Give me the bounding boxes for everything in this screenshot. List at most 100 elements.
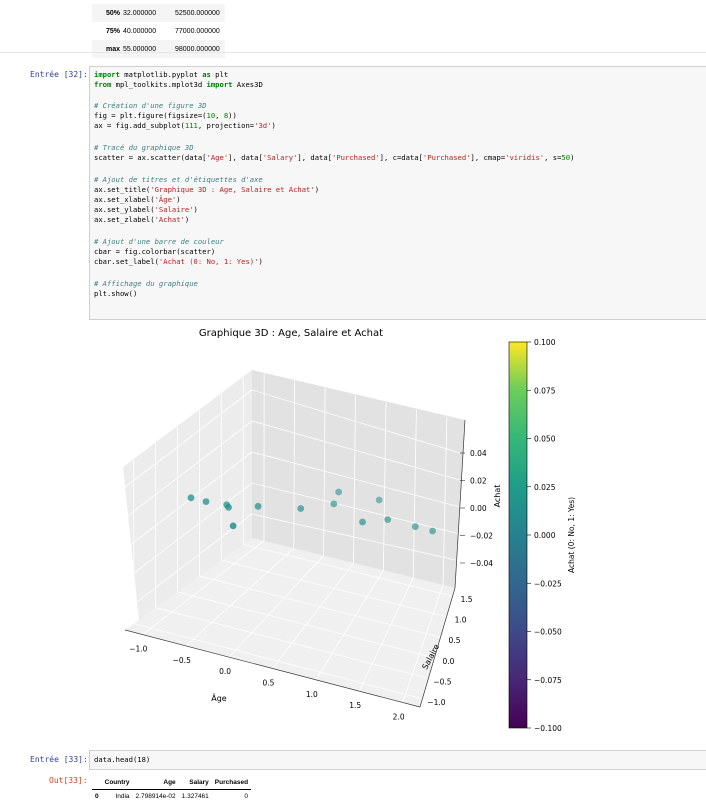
row-label: 75%	[105, 27, 120, 35]
x-tick-label: 2.0	[393, 712, 405, 721]
dataframe-table: Country Age Salary Purchased 0 India 2.7…	[92, 776, 252, 804]
colorbar-tick-label: 0.075	[534, 386, 556, 395]
output-prompt: Out[33]:	[49, 776, 88, 785]
colorbar-label: Achat (0: No, 1: Yes)	[567, 497, 576, 573]
code-line: scatter = ax.scatter(data['Age'], data['…	[94, 153, 575, 162]
describe-table: 50% 32.000000 52500.000000 75% 40.000000…	[92, 4, 225, 58]
grid-line	[251, 389, 461, 454]
scatter-point	[359, 518, 366, 526]
grid-line	[155, 607, 429, 679]
x-ticks: −1.0 −0.5 0.0 0.5 1.0 1.5 2.0	[129, 645, 405, 722]
code-line: plt.show()	[94, 289, 138, 298]
x-tick-label: −1.0	[129, 645, 147, 654]
y-tick-label: 1.5	[461, 595, 473, 604]
scatter-point	[411, 523, 419, 531]
grid-line	[199, 575, 441, 638]
grid-line	[251, 451, 461, 508]
code-comment: # Ajout d'une barre de couleur	[94, 237, 224, 246]
x-axis-line	[124, 629, 421, 708]
z-tick-label: 0.00	[470, 504, 487, 513]
row-index: 0	[95, 793, 99, 800]
code-line: fig = plt.figure(figsize=(10, 8))	[94, 111, 237, 120]
grid-line	[124, 513, 253, 612]
table-row: 75% 40.000000 77000.000000	[92, 22, 225, 40]
scatter-point	[330, 500, 338, 508]
code-line: ax.set_xlabel('Âge')	[94, 195, 181, 204]
input-prompt: Entrée [32]:	[30, 70, 88, 79]
grid-line	[251, 513, 461, 562]
grid-line	[124, 482, 253, 581]
grid-line	[124, 451, 253, 550]
colorbar-tick-label: 0.025	[534, 483, 556, 492]
scatter-point	[375, 496, 383, 504]
code-line: cbar = fig.colorbar(scatter)	[94, 247, 216, 256]
salary-cell: 98000.000000	[175, 40, 225, 58]
grid-line	[243, 543, 453, 597]
age-cell: 32.000000	[123, 4, 175, 22]
chart-output: Graphique 3D : Age, Salaire et Achat −1.…	[90, 322, 706, 732]
column-header: Salary	[178, 776, 212, 790]
code-comment: # Affichage du graphique	[94, 279, 198, 288]
table-header-row: Country Age Salary Purchased	[92, 776, 252, 790]
grid-lines	[124, 372, 461, 703]
x-tick-label: 0.0	[219, 667, 231, 676]
grid-line	[293, 380, 296, 549]
y-tick-label: −1.0	[427, 698, 445, 707]
grid-line	[177, 591, 435, 659]
scatter-point	[202, 498, 210, 506]
scatter-point	[335, 488, 343, 496]
scatter-point	[384, 516, 392, 524]
grid-line	[228, 555, 324, 658]
chart-title: Graphique 3D : Age, Salaire et Achat	[199, 328, 383, 339]
grid-line	[272, 562, 354, 669]
z-ticks: 0.04 0.02 0.00 −0.02 −0.04	[460, 449, 493, 568]
colorbar-tick-label: 0.050	[534, 435, 556, 444]
x-tick-label: 0.5	[263, 679, 275, 688]
colorbar-tick-label: −0.025	[534, 579, 562, 588]
colorbar-ticks: 0.100 0.075 0.050 0.025 0.000 −0.025 −0.050 −0.…	[527, 338, 562, 732]
grid-line	[142, 540, 265, 635]
code-cell-32[interactable]: import matplotlib.pyplot as plt from mpl…	[89, 66, 706, 320]
code-line: ax.set_title('Graphique 3D : Age, Salair…	[94, 185, 320, 194]
y-tick-label: 0.0	[443, 657, 455, 666]
code-cell-33[interactable]: data.head(18)	[89, 750, 706, 770]
code-comment: # Création d'une figure 3D	[94, 101, 207, 110]
grid-line	[315, 570, 384, 681]
grid-line	[251, 420, 461, 481]
scatter-point	[254, 502, 262, 510]
grid-line	[133, 623, 423, 700]
table-row: 0 India 2.798914e-02 1.327461 0	[92, 790, 251, 804]
salary-cell: 1.327461	[181, 793, 209, 800]
grid-line	[402, 584, 444, 703]
colorbar-tick-label: 0.100	[534, 338, 556, 347]
row-label: max	[92, 40, 123, 58]
age-cell: 55.000000	[123, 40, 175, 58]
country-cell: India	[115, 793, 130, 800]
y-ticks: −1.0 −0.5 0.0 0.5 1.0 1.5	[427, 595, 472, 707]
colorbar-tick-label: −0.100	[534, 724, 562, 732]
grid-line	[412, 409, 417, 578]
x-axis-label: Âge	[211, 692, 227, 703]
salary-cell: 77000.000000	[175, 27, 220, 35]
grid-line	[124, 420, 253, 519]
cell-divider	[0, 52, 706, 53]
floor-pane	[125, 538, 455, 707]
x-tick-label: −0.5	[173, 656, 191, 665]
scatter-point	[429, 527, 436, 535]
grid-line	[221, 559, 447, 618]
code-line: cbar.set_label('Achat (0: No, 1: Yes)')	[94, 257, 263, 266]
code-comment: # Tracé du graphique 3D	[94, 143, 194, 152]
row-label: 50%	[92, 4, 123, 22]
code-line: ax.set_zlabel('Achat')	[94, 215, 190, 224]
age-cell: 40.000000	[123, 27, 157, 35]
grid-line	[251, 482, 461, 535]
y-tick-label: 1.0	[455, 616, 467, 625]
column-header: Purchased	[211, 776, 252, 790]
y-tick-label: −0.5	[433, 677, 451, 686]
z-tick-label: 0.04	[470, 449, 487, 458]
scatter-point	[225, 504, 232, 511]
code-line: data.head(18)	[94, 755, 151, 764]
back-pane	[252, 370, 465, 588]
z-axis-line	[454, 419, 466, 589]
table-row: 50% 32.000000 52500.000000	[92, 4, 225, 22]
